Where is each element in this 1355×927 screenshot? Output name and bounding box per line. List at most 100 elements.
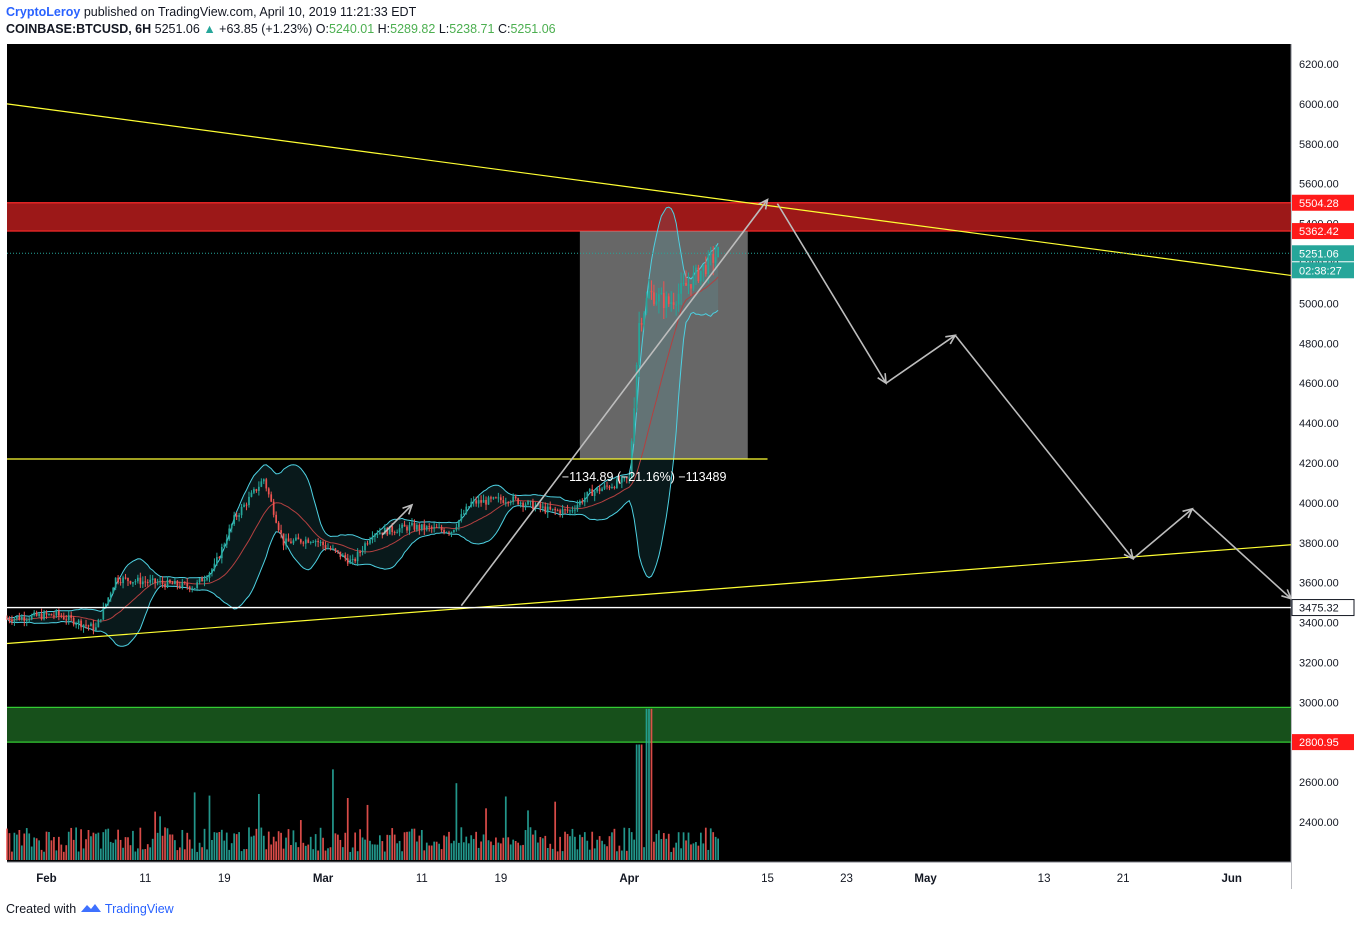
volume-bar — [393, 834, 396, 860]
candle-body — [295, 537, 297, 541]
candle-body — [643, 312, 645, 325]
candle-body — [356, 552, 359, 562]
volume-bar — [87, 829, 90, 860]
volume-bar — [176, 850, 179, 860]
volume-bar — [643, 847, 645, 860]
volume-bar — [186, 832, 189, 860]
candle-body — [559, 510, 561, 514]
volume-bar — [440, 849, 443, 860]
volume-bar — [134, 851, 137, 860]
ascending-trendline — [6, 544, 1292, 645]
volume-bar — [82, 848, 85, 860]
candle-body — [171, 582, 174, 585]
volume-bar — [302, 842, 305, 860]
candle-body — [581, 500, 584, 503]
candle-body — [16, 616, 18, 619]
candle-body — [354, 559, 357, 562]
candle-body — [267, 488, 270, 495]
candle-body — [327, 548, 329, 550]
volume-bar — [403, 832, 406, 860]
candle-body — [161, 581, 164, 584]
volume-bar — [714, 836, 717, 860]
volume-bar — [633, 839, 636, 860]
candle-body — [586, 491, 589, 498]
candle-body — [475, 500, 478, 504]
candle-body — [178, 585, 181, 588]
candle-body — [134, 581, 137, 583]
candle-body — [462, 513, 465, 515]
volume-bar — [640, 744, 643, 860]
volume-bar — [220, 829, 223, 860]
candle-body — [628, 477, 631, 479]
candle-body — [660, 292, 663, 295]
volume-bar — [62, 851, 65, 860]
volume-bar — [132, 830, 134, 860]
candle-body — [438, 527, 440, 529]
volume-bar — [490, 841, 492, 860]
volume-bar — [6, 828, 8, 860]
volume-bar — [181, 829, 184, 860]
volume-bar — [233, 833, 236, 860]
candle-body — [675, 304, 678, 306]
volume-bar — [141, 849, 144, 860]
candle-body — [391, 526, 394, 532]
created-with-text: Created with — [6, 902, 77, 916]
candle-body — [38, 613, 40, 616]
volume-bar — [117, 829, 119, 860]
candle-body — [453, 529, 455, 533]
volume-bar — [216, 832, 218, 860]
candle-body — [549, 506, 552, 510]
candle-body — [139, 577, 142, 585]
volume-bar — [411, 828, 413, 860]
volume-bar — [583, 832, 586, 860]
volume-bar — [438, 843, 440, 860]
candle-body — [255, 489, 258, 491]
author-link[interactable]: CryptoLeroy — [6, 5, 81, 19]
volume-bar — [156, 832, 159, 860]
candle-body — [425, 526, 428, 530]
volume-bar — [114, 839, 117, 860]
candle-body — [97, 619, 100, 628]
candle-body — [625, 477, 628, 479]
volume-bar — [492, 845, 495, 860]
volume-bar — [554, 801, 557, 860]
y-tick-label: 3000.00 — [1299, 697, 1339, 709]
candle-body — [35, 612, 38, 616]
volume-bar — [267, 831, 270, 860]
volume-bar — [712, 832, 715, 860]
high-label: H: — [377, 22, 391, 36]
volume-bar — [253, 835, 255, 860]
volume-bar — [35, 838, 38, 860]
candle-body — [193, 588, 196, 590]
volume-bar — [588, 849, 591, 860]
volume-bar — [574, 836, 576, 860]
last-price: 5251.06 — [154, 22, 200, 36]
candle-body — [322, 541, 324, 546]
candle-body — [697, 267, 700, 282]
volume-bar — [127, 837, 129, 860]
volume-bar — [423, 850, 426, 860]
y-tick-label: 4400.00 — [1299, 418, 1339, 430]
candle-body — [440, 527, 443, 531]
tradingview-link[interactable]: TradingView — [104, 902, 174, 916]
candle-body — [653, 292, 655, 305]
candle-body — [216, 557, 218, 564]
candle-body — [638, 323, 640, 365]
volume-bar — [699, 832, 702, 860]
candle-body — [460, 514, 463, 521]
candle-body — [65, 619, 68, 621]
candle-body — [225, 539, 228, 545]
volume-bar — [453, 840, 455, 860]
candle-body — [183, 582, 186, 584]
candle-body — [149, 579, 152, 583]
candle-body — [499, 497, 502, 501]
volume-bar — [171, 834, 174, 860]
resistance-top-badge — [1292, 194, 1354, 211]
volume-bar — [151, 838, 154, 860]
candle-body — [480, 500, 482, 503]
volume-bar — [475, 831, 478, 860]
last-price-label: 5251.06 — [1299, 248, 1339, 260]
candle-body — [623, 477, 626, 479]
candle-body — [398, 528, 401, 533]
